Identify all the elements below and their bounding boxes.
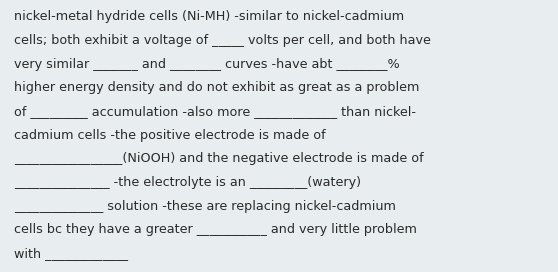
Text: ______________ solution -these are replacing nickel-cadmium: ______________ solution -these are repla… (14, 200, 396, 213)
Text: higher energy density and do not exhibit as great as a problem: higher energy density and do not exhibit… (14, 81, 419, 94)
Text: nickel-metal hydride cells (Ni-MH) -similar to nickel-cadmium: nickel-metal hydride cells (Ni-MH) -simi… (14, 10, 404, 23)
Text: of _________ accumulation -also more _____________ than nickel-: of _________ accumulation -also more ___… (14, 105, 416, 118)
Text: _________________(NiOOH) and the negative electrode is made of: _________________(NiOOH) and the negativ… (14, 152, 424, 165)
Text: with _____________: with _____________ (14, 247, 128, 260)
Text: cells bc they have a greater ___________ and very little problem: cells bc they have a greater ___________… (14, 223, 417, 236)
Text: cadmium cells -the positive electrode is made of: cadmium cells -the positive electrode is… (14, 129, 325, 142)
Text: _______________ -the electrolyte is an _________(watery): _______________ -the electrolyte is an _… (14, 176, 361, 189)
Text: very similar _______ and ________ curves -have abt ________%: very similar _______ and ________ curves… (14, 58, 400, 71)
Text: cells; both exhibit a voltage of _____ volts per cell, and both have: cells; both exhibit a voltage of _____ v… (14, 34, 431, 47)
